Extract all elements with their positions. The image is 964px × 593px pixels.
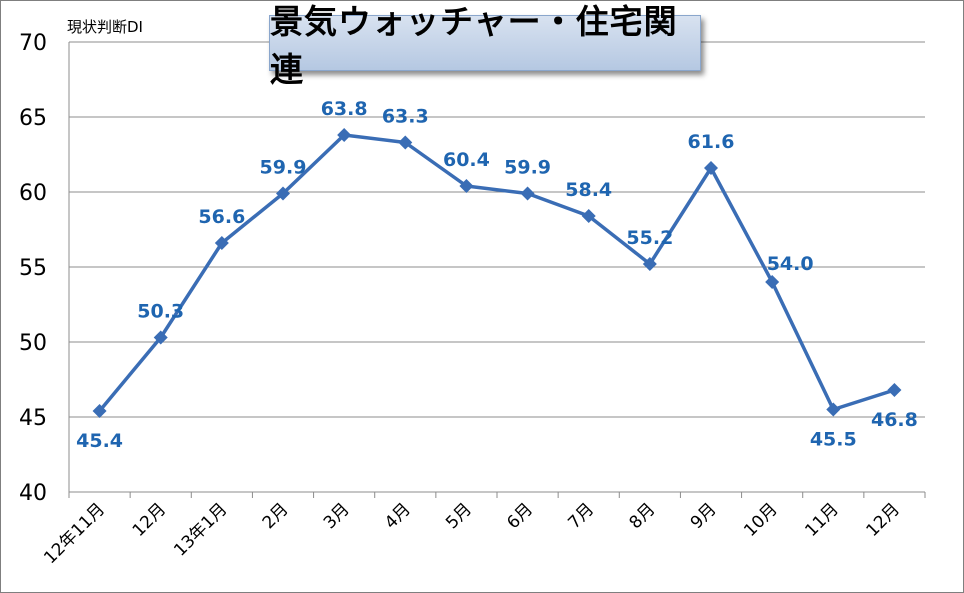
data-label: 58.4 [565, 179, 612, 201]
data-label: 54.0 [767, 253, 814, 275]
y-tick-label: 50 [19, 331, 47, 356]
x-tick-label: 12年11月 [40, 499, 109, 568]
x-tick-label: 7月 [564, 499, 598, 533]
y-tick-label: 65 [19, 106, 47, 131]
data-label: 61.6 [688, 131, 735, 153]
data-label: 56.6 [198, 206, 245, 228]
data-point-marker [153, 330, 168, 345]
data-point-marker [520, 186, 535, 201]
x-tick-label: 11月 [801, 499, 842, 540]
y-tick-label: 55 [19, 256, 47, 281]
y-tick-label: 40 [19, 481, 47, 506]
data-label: 63.3 [382, 106, 429, 128]
y-tick-label: 70 [19, 31, 47, 56]
x-tick-label: 6月 [503, 499, 537, 533]
series-line [98, 133, 895, 413]
data-label: 59.9 [260, 157, 307, 179]
data-point-marker [337, 128, 352, 142]
x-tick-label: 9月 [687, 499, 721, 533]
x-tick-label: 10月 [740, 499, 781, 540]
data-label: 45.4 [76, 430, 123, 452]
x-tick-label: 2月 [259, 499, 293, 533]
data-label: 59.9 [504, 157, 551, 179]
data-point-marker [765, 275, 780, 289]
x-tick-label: 8月 [626, 499, 660, 533]
data-point-marker [276, 186, 290, 201]
data-point-marker [826, 402, 841, 417]
data-label: 50.3 [137, 301, 184, 323]
data-point-marker [642, 257, 657, 271]
chart-title: 景気ウォッチャー・住宅関連 [269, 2, 701, 89]
data-label: 46.8 [871, 409, 918, 431]
data-point-marker [581, 209, 596, 223]
data-label: 45.5 [810, 429, 857, 451]
data-point-marker [92, 404, 107, 418]
data-point-marker [214, 236, 229, 250]
x-tick-label: 12月 [129, 499, 170, 540]
data-point-marker [459, 179, 474, 193]
y-tick-label: 60 [19, 181, 47, 206]
data-point-marker [887, 383, 902, 397]
x-tick-label: 3月 [320, 499, 354, 533]
x-tick-label: 13年1月 [170, 499, 231, 560]
y-axis-label: 現状判断DI [67, 18, 143, 36]
y-tick-label: 45 [19, 406, 47, 431]
data-point-marker [704, 161, 718, 175]
data-label: 63.8 [321, 98, 368, 120]
x-tick-label: 4月 [381, 499, 415, 533]
x-tick-label: 5月 [442, 499, 476, 533]
data-label: 55.2 [626, 227, 673, 249]
data-label: 60.4 [443, 149, 490, 171]
x-tick-label: 12月 [862, 499, 903, 540]
data-point-marker [398, 135, 413, 150]
